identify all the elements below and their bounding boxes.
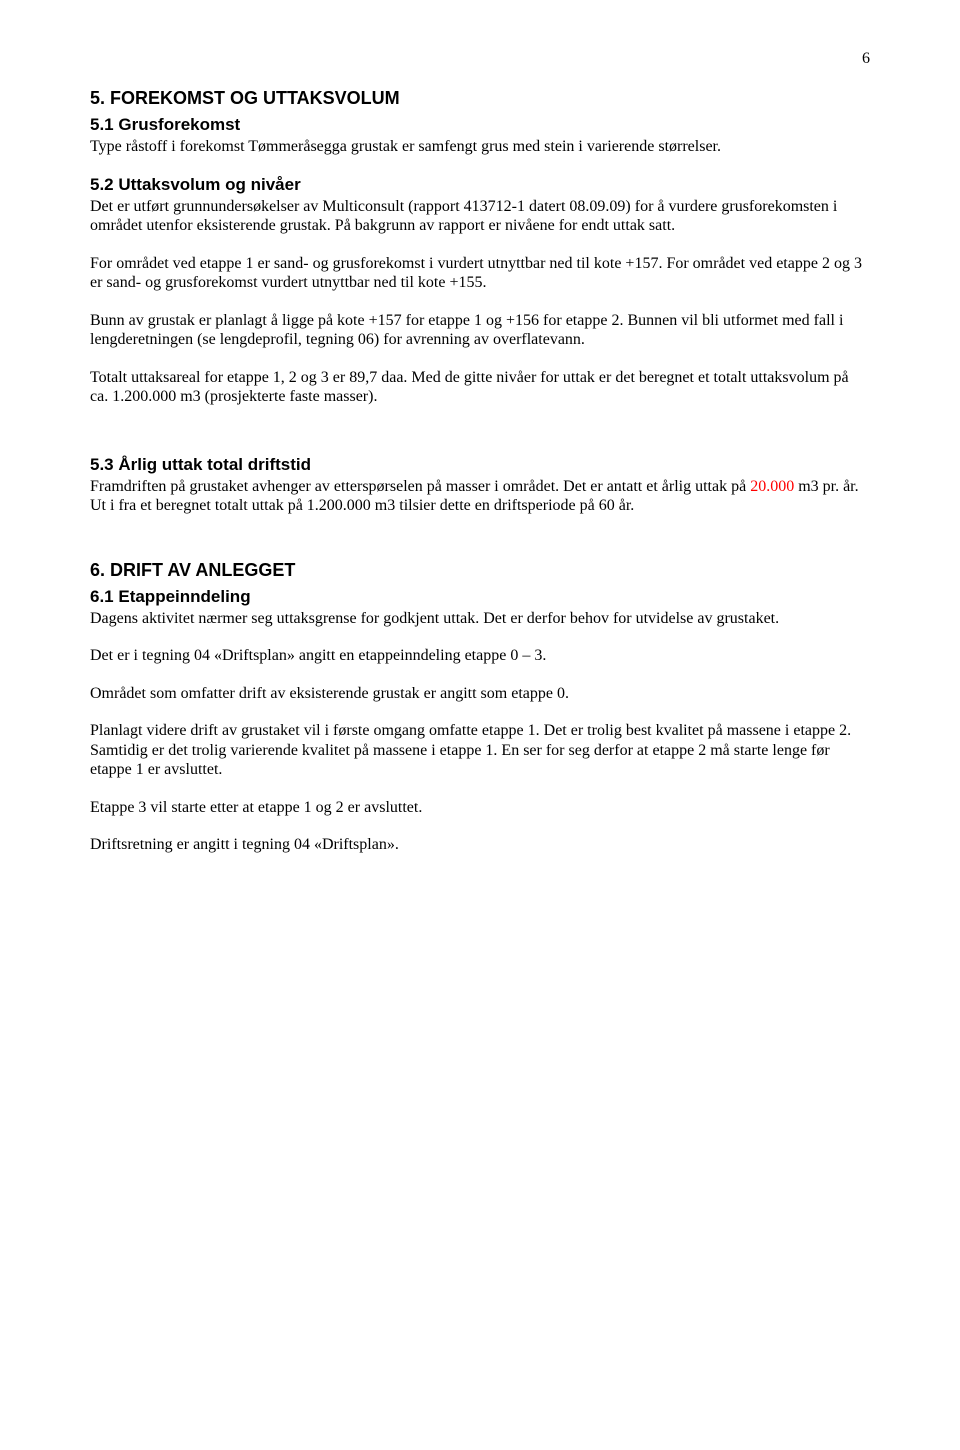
heading-5-3: 5.3 Årlig uttak total driftstid xyxy=(90,455,870,475)
paragraph-5-2-1: Det er utført grunnundersøkelser av Mult… xyxy=(90,197,870,236)
red-value-20000: 20.000 xyxy=(750,478,794,495)
paragraph-5-2-2: For området ved etappe 1 er sand- og gru… xyxy=(90,254,870,293)
heading-5: 5. FOREKOMST OG UTTAKSVOLUM xyxy=(90,88,870,109)
paragraph-6-1-4: Planlagt videre drift av grustaket vil i… xyxy=(90,721,870,780)
heading-5-2: 5.2 Uttaksvolum og nivåer xyxy=(90,175,870,195)
paragraph-5-2-3: Bunn av grustak er planlagt å ligge på k… xyxy=(90,311,870,350)
paragraph-6-1-2: Det er i tegning 04 «Driftsplan» angitt … xyxy=(90,646,870,666)
paragraph-6-1-5: Etappe 3 vil starte etter at etappe 1 og… xyxy=(90,798,870,818)
paragraph-5-3-1: Framdriften på grustaket avhenger av ett… xyxy=(90,477,870,516)
heading-5-1: 5.1 Grusforekomst xyxy=(90,115,870,135)
heading-6-1: 6.1 Etappeinndeling xyxy=(90,587,870,607)
paragraph-5-1-1: Type råstoff i forekomst Tømmeråsegga gr… xyxy=(90,137,870,157)
paragraph-6-1-1: Dagens aktivitet nærmer seg uttaksgrense… xyxy=(90,609,870,629)
heading-6: 6. DRIFT AV ANLEGGET xyxy=(90,560,870,581)
paragraph-6-1-3: Området som omfatter drift av eksisteren… xyxy=(90,684,870,704)
section-gap xyxy=(90,534,870,560)
page-number: 6 xyxy=(90,50,870,68)
paragraph-6-1-6: Driftsretning er angitt i tegning 04 «Dr… xyxy=(90,835,870,855)
document-page: 6 5. FOREKOMST OG UTTAKSVOLUM 5.1 Grusfo… xyxy=(0,0,960,905)
paragraph-5-3-1a: Framdriften på grustaket avhenger av ett… xyxy=(90,478,750,495)
paragraph-5-2-4: Totalt uttaksareal for etappe 1, 2 og 3 … xyxy=(90,368,870,407)
section-gap xyxy=(90,425,870,451)
